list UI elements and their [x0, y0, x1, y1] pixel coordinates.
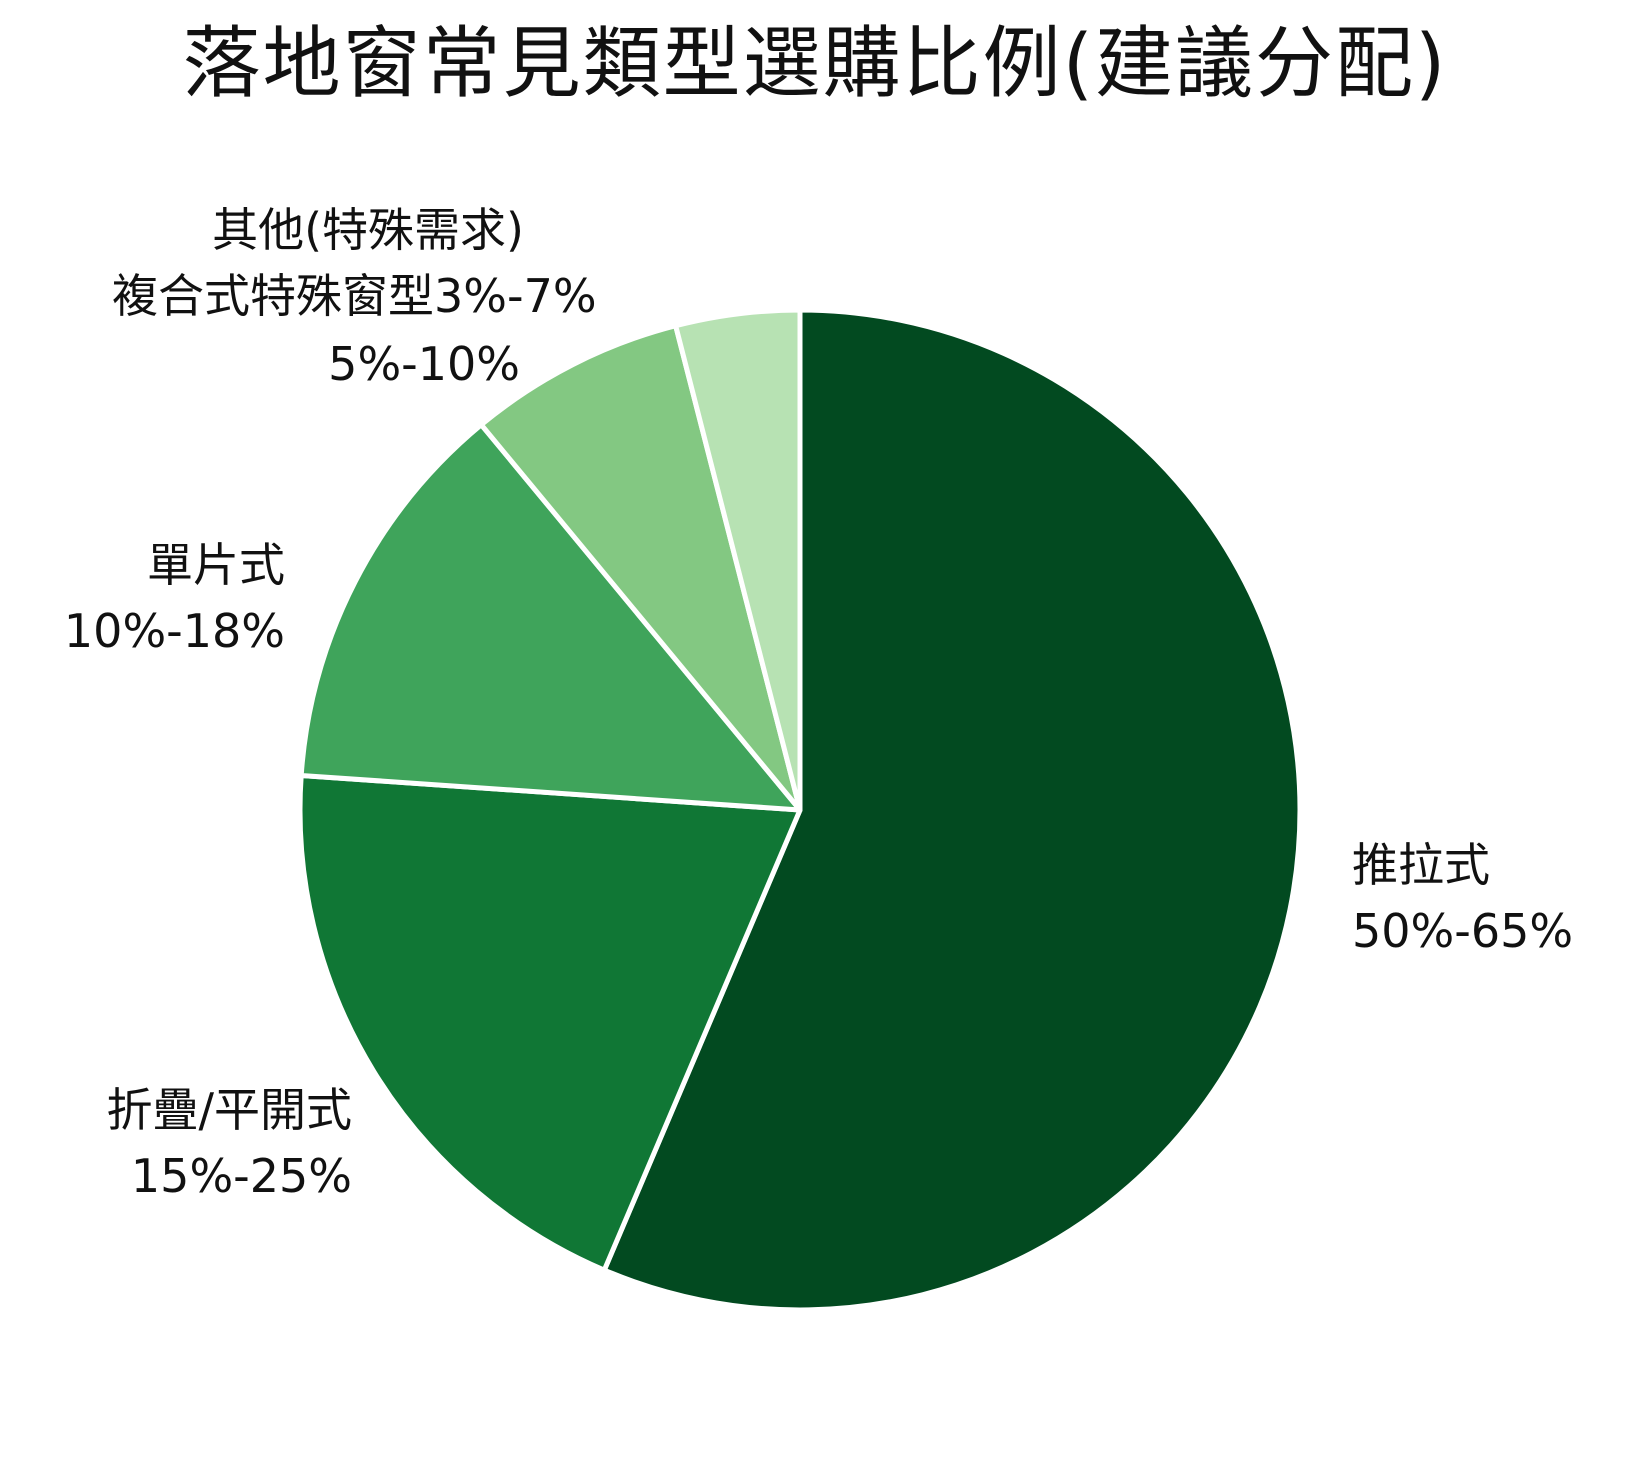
slice-composite	[478, 323, 803, 813]
slice-name: 折疊/平開式	[106, 1083, 353, 1137]
slice-sliding	[601, 307, 1303, 1313]
slice-range-other: 3%-7%	[434, 269, 597, 323]
slice-label-other: 其他(特殊需求)	[212, 197, 524, 263]
slice-name: 其他(特殊需求)	[212, 203, 524, 257]
slice-label-folding: 折疊/平開式 15%-25%	[107, 1077, 353, 1209]
slice-name: 推拉式	[1352, 838, 1490, 892]
slice-label-composite-range: 5%-10%	[328, 331, 520, 397]
slice-name: 單片式	[147, 538, 285, 592]
slice-folding	[297, 772, 803, 1273]
slice-single-panel	[298, 422, 803, 813]
slice-range: 15%-25%	[130, 1149, 352, 1203]
slice-name-composite: 複合式特殊窗型	[112, 269, 434, 323]
slice-range: 10%-18%	[63, 604, 285, 658]
slice-range: 50%-65%	[1352, 904, 1574, 958]
slice-label-composite: 複合式特殊窗型3%-7%	[112, 263, 597, 329]
chart-title: 落地窗常見類型選購比例(建議分配)	[182, 19, 1448, 109]
slice-label-sliding: 推拉式 50%-65%	[1352, 832, 1573, 964]
slice-other	[673, 307, 803, 813]
slice-label-single-panel: 單片式 10%-18%	[64, 532, 285, 664]
slice-range: 5%-10%	[328, 337, 520, 391]
